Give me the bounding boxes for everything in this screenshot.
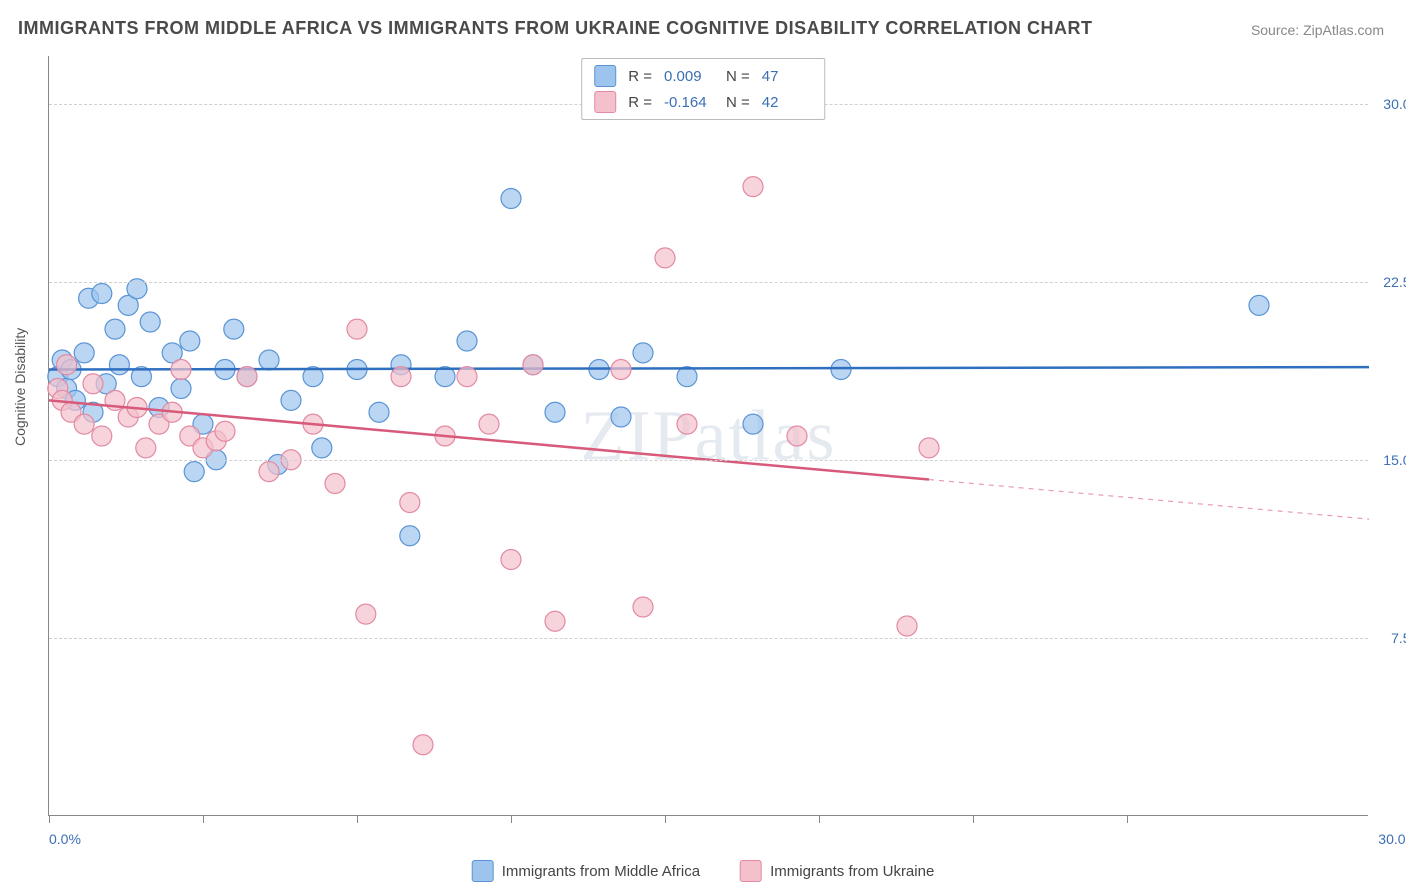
stats-legend: R = 0.009 N = 47 R = -0.164 N = 42 <box>581 58 825 120</box>
x-tick <box>1127 815 1128 823</box>
data-point <box>545 402 565 422</box>
data-point <box>92 284 112 304</box>
x-tick <box>203 815 204 823</box>
x-axis-max: 30.0% <box>1378 831 1406 847</box>
data-point <box>743 177 763 197</box>
n-label: N = <box>726 68 750 85</box>
data-point <box>1249 295 1269 315</box>
data-point <box>237 367 257 387</box>
data-point <box>457 331 477 351</box>
source-label: Source: ZipAtlas.com <box>1251 22 1384 38</box>
x-tick <box>49 815 50 823</box>
data-point <box>400 526 420 546</box>
gridline <box>49 282 1368 283</box>
data-point <box>215 421 235 441</box>
data-point <box>312 438 332 458</box>
y-tick-label: 30.0% <box>1383 96 1406 112</box>
n-value-1: 42 <box>762 94 812 111</box>
data-point <box>633 597 653 617</box>
data-point <box>391 367 411 387</box>
data-point <box>523 355 543 375</box>
x-tick <box>357 815 358 823</box>
data-point <box>369 402 389 422</box>
data-point <box>57 355 77 375</box>
data-point <box>325 474 345 494</box>
data-point <box>457 367 477 387</box>
plot-area: ZIPatlas 7.5%15.0%22.5%30.0%0.0%30.0% <box>48 56 1368 816</box>
data-point <box>897 616 917 636</box>
stats-row-series-0: R = 0.009 N = 47 <box>590 63 816 89</box>
data-point <box>184 462 204 482</box>
data-point <box>74 414 94 434</box>
legend-item-1: Immigrants from Ukraine <box>740 860 934 882</box>
r-label: R = <box>628 68 652 85</box>
x-tick <box>665 815 666 823</box>
data-point <box>109 355 129 375</box>
data-point <box>633 343 653 363</box>
legend-label-0: Immigrants from Middle Africa <box>502 863 700 880</box>
y-tick-label: 7.5% <box>1391 630 1406 646</box>
data-point <box>171 379 191 399</box>
data-point <box>83 374 103 394</box>
data-point <box>545 611 565 631</box>
data-point <box>224 319 244 339</box>
legend-label-1: Immigrants from Ukraine <box>770 863 934 880</box>
bottom-legend: Immigrants from Middle Africa Immigrants… <box>472 860 935 882</box>
swatch-legend-1 <box>740 860 762 882</box>
swatch-series-0 <box>594 65 616 87</box>
y-tick-label: 15.0% <box>1383 452 1406 468</box>
data-point <box>400 493 420 513</box>
y-tick-label: 22.5% <box>1383 274 1406 290</box>
regression-line-dashed <box>929 480 1369 520</box>
chart-title: IMMIGRANTS FROM MIDDLE AFRICA VS IMMIGRA… <box>18 18 1092 39</box>
data-point <box>140 312 160 332</box>
legend-item-0: Immigrants from Middle Africa <box>472 860 700 882</box>
data-point <box>655 248 675 268</box>
data-point <box>180 331 200 351</box>
data-point <box>611 360 631 380</box>
stats-row-series-1: R = -0.164 N = 42 <box>590 89 816 115</box>
data-point <box>74 343 94 363</box>
data-point <box>259 462 279 482</box>
swatch-series-1 <box>594 91 616 113</box>
data-point <box>677 414 697 434</box>
y-axis-label: Cognitive Disability <box>12 328 28 446</box>
data-point <box>105 319 125 339</box>
x-tick <box>819 815 820 823</box>
x-axis-min: 0.0% <box>49 831 81 847</box>
chart-svg <box>49 56 1368 815</box>
gridline <box>49 638 1368 639</box>
swatch-legend-0 <box>472 860 494 882</box>
data-point <box>501 550 521 570</box>
data-point <box>259 350 279 370</box>
data-point <box>171 360 191 380</box>
data-point <box>347 319 367 339</box>
data-point <box>281 390 301 410</box>
r-value-1: -0.164 <box>664 94 714 111</box>
x-tick <box>511 815 512 823</box>
data-point <box>413 735 433 755</box>
data-point <box>479 414 499 434</box>
n-value-0: 47 <box>762 68 812 85</box>
data-point <box>92 426 112 446</box>
data-point <box>677 367 697 387</box>
data-point <box>743 414 763 434</box>
r-label: R = <box>628 94 652 111</box>
x-tick <box>973 815 974 823</box>
data-point <box>611 407 631 427</box>
data-point <box>501 189 521 209</box>
gridline <box>49 460 1368 461</box>
r-value-0: 0.009 <box>664 68 714 85</box>
data-point <box>787 426 807 446</box>
data-point <box>919 438 939 458</box>
data-point <box>831 360 851 380</box>
data-point <box>136 438 156 458</box>
n-label: N = <box>726 94 750 111</box>
data-point <box>356 604 376 624</box>
